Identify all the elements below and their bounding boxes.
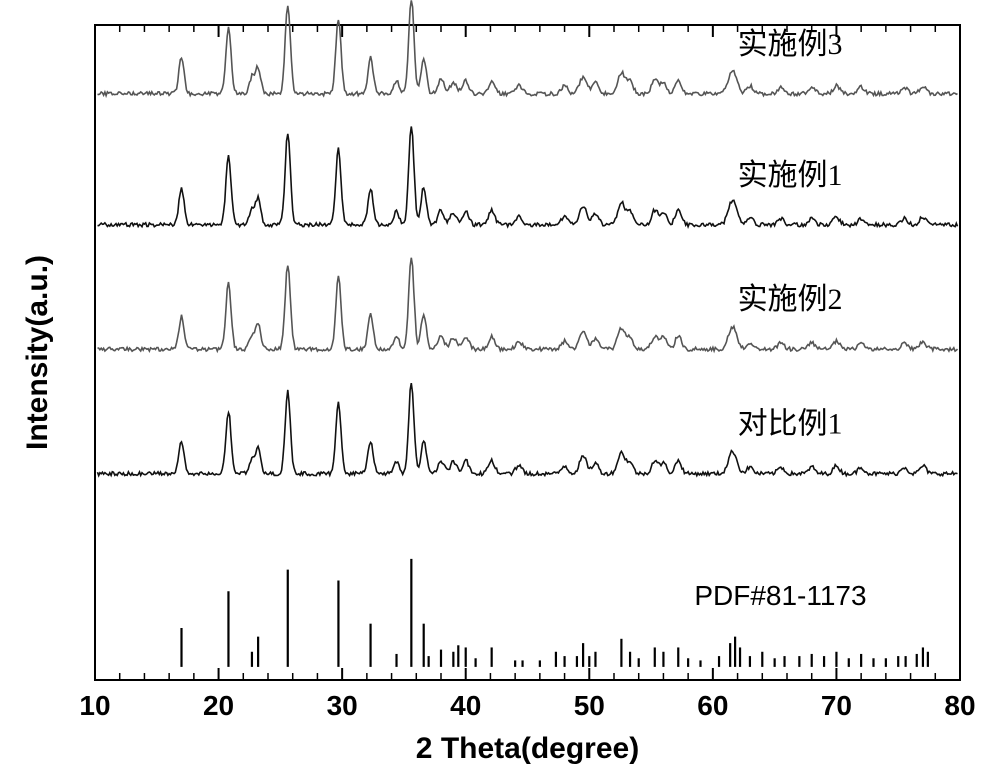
x-tick-label: 30	[327, 690, 358, 721]
series-label-ctrl1: 对比例1	[738, 408, 843, 441]
x-tick-label: 60	[697, 690, 728, 721]
x-tick-label: 70	[821, 690, 852, 721]
chart-svg: 10 20 30 40 50 60 70 80 2 Theta(degree) Intensity…	[0, 0, 1000, 779]
y-axis-title: Intensity(a.u.)	[21, 255, 54, 450]
reference-label: PDF#81-1173	[694, 580, 866, 611]
series-label-ex3: 实施例3	[738, 28, 843, 61]
series-label-ex2: 实施例2	[738, 283, 843, 316]
x-tick-label: 40	[450, 690, 481, 721]
series-label-ex1: 实施例1	[738, 159, 843, 192]
x-axis-title: 2 Theta(degree)	[416, 732, 639, 765]
x-tick-label: 80	[944, 690, 975, 721]
xrd-chart: 10 20 30 40 50 60 70 80 2 Theta(degree) Intensity…	[0, 0, 1000, 779]
x-tick-label: 10	[79, 690, 110, 721]
x-tick-label: 20	[203, 690, 234, 721]
x-tick-label: 50	[574, 690, 605, 721]
